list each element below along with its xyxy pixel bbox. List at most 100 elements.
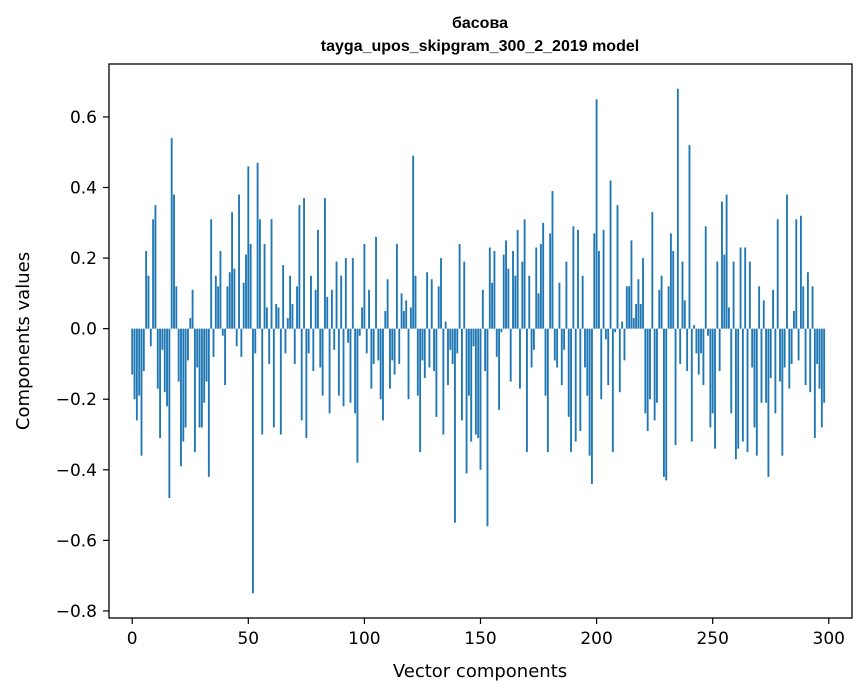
bar-292 [809,328,812,393]
bar-38 [219,251,222,329]
bar-287 [797,328,800,361]
bar-194 [581,275,584,329]
bar-152 [484,328,487,371]
bar-216 [632,318,635,329]
bar-71 [296,286,298,329]
bar-27 [193,328,196,453]
bar-246 [702,328,705,386]
bar-274 [767,328,770,477]
bar-94 [349,328,352,403]
y-tick-label: −0.4 [56,461,97,481]
bar-133 [440,258,442,329]
bar-3 [138,328,141,396]
bar-137 [449,328,452,350]
bar-222 [646,328,649,431]
bar-190 [572,226,575,329]
bar-142 [461,328,463,421]
x-axis-ticks: 0 50 100 150 200 250 300 [127,618,845,649]
bar-16 [168,328,171,499]
bar-102 [368,289,370,329]
y-tick-label: 0.4 [70,179,97,199]
bar-139 [454,328,456,523]
bar-290 [804,328,807,386]
bar-220 [642,258,644,329]
bar-154 [488,247,491,329]
bar-198 [591,328,593,484]
bar-20 [177,328,180,382]
bar-119 [407,328,410,400]
bar-115 [398,328,401,364]
bar-104 [372,328,375,364]
bar-263 [741,328,744,442]
bar-1 [133,328,136,400]
bar-123 [416,328,419,396]
bar-10 [154,205,157,329]
y-tick-label: −0.6 [56,531,97,551]
bar-191 [574,328,577,442]
bar-74 [303,198,305,329]
bar-149 [477,328,480,439]
x-tick-label: 150 [464,629,496,649]
bar-295 [816,328,819,364]
bar-13 [161,328,164,350]
bar-252 [716,261,719,329]
bar-158 [498,328,501,410]
bar-51 [249,243,252,329]
bar-36 [214,275,217,329]
bar-4 [140,328,143,456]
bar-277 [774,328,777,414]
bar-72 [298,205,301,329]
bar-50 [247,166,250,329]
bar-80 [317,229,319,329]
bar-192 [577,229,579,329]
bar-128 [428,328,431,368]
bar-210 [618,328,621,393]
bar-262 [739,247,742,329]
bar-273 [765,328,768,403]
bar-98 [358,328,361,336]
y-tick-label: −0.8 [56,602,97,622]
bar-90 [340,275,343,329]
bar-279 [779,328,781,382]
bar-164 [512,251,514,329]
bar-228 [660,275,663,329]
bar-166 [516,229,519,329]
bar-141 [458,243,461,329]
bar-171 [528,275,531,329]
bar-288 [799,215,802,329]
bar-248 [707,328,709,336]
bar-173 [532,328,535,350]
chart-subtitle: tayga_upos_skipgram_300_2_2019 model [321,38,639,55]
bar-92 [344,258,347,329]
bar-55 [258,219,261,329]
bar-138 [451,328,454,364]
bar-122 [414,275,417,329]
x-tick-label: 300 [813,629,845,649]
bar-230 [665,328,668,481]
bar-281 [783,328,786,368]
bar-247 [704,226,707,329]
bar-39 [221,328,224,336]
bar-282 [786,194,788,329]
bar-162 [507,268,510,329]
bar-178 [544,328,547,396]
bar-69 [291,303,294,329]
bar-15 [166,328,168,407]
bar-12 [159,328,162,439]
bar-33 [207,328,210,477]
bar-110 [386,279,389,329]
bar-251 [714,328,716,449]
bar-168 [521,261,524,329]
x-tick-label: 100 [348,629,380,649]
bar-266 [748,261,751,329]
bar-150 [479,328,482,470]
bar-181 [551,191,554,329]
bar-136 [447,328,449,386]
bar-235 [676,88,679,329]
bar-197 [588,328,591,456]
bar-256 [725,194,728,329]
bar-167 [519,328,521,389]
bar-211 [621,321,624,329]
bar-249 [709,328,712,428]
bar-95 [351,258,354,329]
